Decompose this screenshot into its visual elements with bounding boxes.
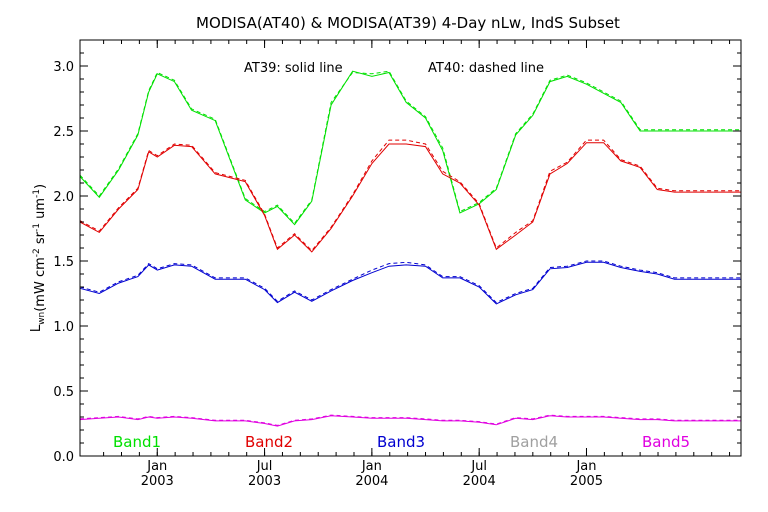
series-layer (79, 70, 741, 427)
series-band5-at40-dashed (79, 414, 741, 426)
y-tick-label-0: 0.0 (53, 450, 74, 465)
series-band3-at39-solid (79, 261, 741, 305)
ylabel-sup1: -2 (32, 248, 42, 257)
y-tick-label-4: 2.0 (53, 190, 74, 205)
series-band2-at40-dashed (79, 139, 741, 252)
legend-band5: Band5 (642, 433, 690, 451)
series-band1-at40-dashed (79, 70, 741, 225)
ylabel-unit: (mW cm (33, 257, 48, 312)
series-band3-at40-dashed (79, 260, 741, 304)
x-tick-month-3: Jul (470, 459, 487, 474)
ylabel-sub: wn (37, 312, 47, 325)
ylabel-sup3: -1 (32, 189, 42, 198)
svg-text:Lwn(mW cm-2 sr-1 um-1): Lwn(mW cm-2 sr-1 um-1) (29, 184, 48, 332)
ylabel-um: um (33, 198, 48, 223)
ylabel-sr: sr (33, 231, 48, 248)
axes-layer: 0.00.51.01.52.02.53.0Jan2003Jul2003Jan20… (53, 39, 742, 489)
legend-band4: Band4 (510, 433, 558, 451)
legend-band1: Band1 (113, 433, 161, 451)
y-axis-label: Lwn(mW cm-2 sr-1 um-1) (29, 184, 48, 332)
y-tick-label-5: 2.5 (53, 125, 74, 140)
plot-frame (79, 39, 742, 457)
x-tick-year-1: 2003 (248, 474, 281, 489)
series-band2-at39-solid (79, 142, 741, 253)
legend-layer: Band1 Band2 Band3 Band4 Band5 (113, 433, 690, 451)
y-tick-label-1: 0.5 (53, 385, 74, 400)
chart-title: MODISA(AT40) & MODISA(AT39) 4-Day nLw, I… (196, 14, 620, 32)
ylabel-main: L (29, 324, 44, 332)
x-tick-month-1: Jul (256, 459, 273, 474)
ylabel-sup2: -1 (32, 223, 42, 232)
x-tick-year-4: 2005 (570, 474, 603, 489)
y-tick-label-2: 1.0 (53, 320, 74, 335)
annotation-dashed: AT40: dashed line (428, 61, 544, 76)
series-band1-at39-solid (79, 70, 741, 226)
legend-band3: Band3 (377, 433, 425, 451)
x-tick-month-0: Jan (146, 459, 167, 474)
x-tick-year-0: 2003 (141, 474, 174, 489)
x-tick-month-4: Jan (575, 459, 596, 474)
x-tick-year-2: 2004 (355, 474, 388, 489)
legend-band2: Band2 (245, 433, 293, 451)
ylabel-close: ) (33, 184, 48, 189)
x-tick-year-3: 2004 (463, 474, 496, 489)
series-band5-at39-solid (79, 415, 741, 427)
x-tick-month-2: Jan (361, 459, 382, 474)
y-tick-label-6: 3.0 (53, 60, 74, 75)
y-tick-label-3: 1.5 (53, 255, 74, 270)
annotation-solid: AT39: solid line (244, 61, 343, 76)
